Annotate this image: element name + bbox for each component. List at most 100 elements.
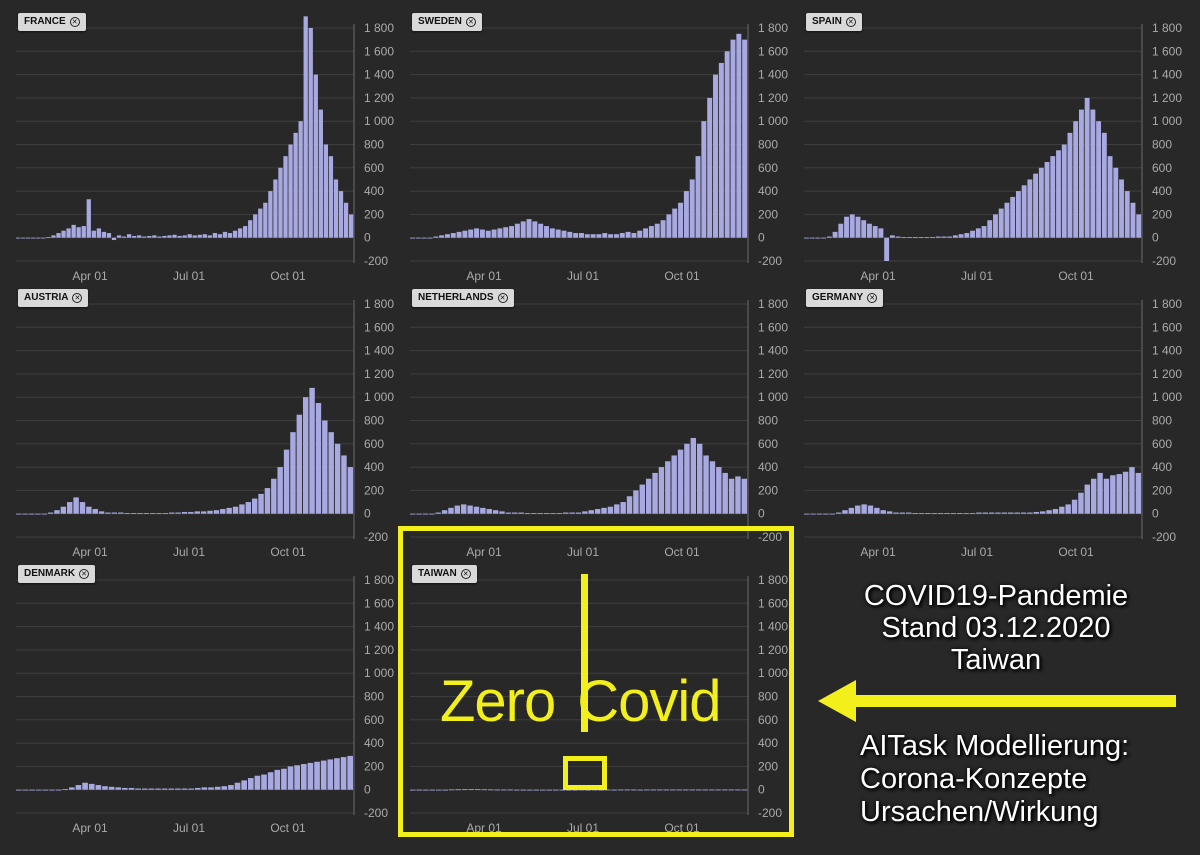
bar [855, 216, 861, 238]
close-icon[interactable]: ✕ [79, 569, 90, 579]
close-icon[interactable]: ✕ [497, 293, 508, 303]
bar [111, 237, 117, 241]
bar [208, 787, 214, 790]
bar [1021, 185, 1027, 238]
bar [648, 226, 654, 238]
bar [494, 789, 501, 791]
bar [620, 502, 626, 514]
bar [670, 789, 676, 791]
y-tick-label: 800 [364, 690, 384, 704]
bar [213, 510, 220, 514]
country-chip-france[interactable]: FRANCE ✕ [18, 13, 86, 31]
close-icon[interactable]: ✕ [845, 17, 856, 27]
bar [861, 504, 867, 514]
bar [505, 512, 512, 514]
y-tick-label: 1 200 [758, 367, 788, 381]
bar [444, 234, 450, 238]
bar [735, 476, 741, 514]
bar [51, 235, 56, 238]
y-tick-label: 0 [364, 507, 371, 521]
bar [410, 237, 415, 239]
country-chip-austria[interactable]: AUSTRIA ✕ [18, 289, 89, 307]
bar [91, 230, 96, 238]
y-tick-label: -200 [758, 530, 782, 544]
bar [975, 228, 981, 238]
bar [1078, 492, 1084, 514]
country-chip-taiwan[interactable]: TAIWAN ✕ [412, 565, 477, 583]
y-tick-label: 800 [364, 138, 384, 152]
country-chip-germany[interactable]: GERMANY ✕ [806, 289, 884, 307]
y-tick-label: 1 800 [364, 573, 394, 587]
bar [561, 230, 567, 238]
y-tick-label: 200 [364, 483, 384, 497]
caption-line-3: Taiwan [950, 644, 1042, 676]
bar [338, 191, 344, 238]
bar [162, 235, 167, 238]
country-chip-sweden[interactable]: SWEDEN ✕ [412, 13, 482, 31]
bar [474, 228, 480, 238]
close-icon[interactable]: ✕ [867, 293, 878, 303]
close-icon[interactable]: ✕ [460, 569, 471, 579]
bar [148, 788, 155, 790]
caption-line-2: Stand 03.12.2020 [881, 612, 1111, 644]
x-tick-label: Oct 01 [1058, 269, 1094, 283]
bar [343, 202, 349, 238]
bar [684, 443, 690, 514]
bar [253, 214, 258, 238]
bar [462, 789, 468, 791]
y-tick-label: -200 [758, 254, 782, 268]
bar [1135, 472, 1142, 514]
bar [468, 789, 475, 790]
close-icon[interactable]: ✕ [69, 17, 80, 27]
bar [334, 443, 341, 514]
y-tick-label: 200 [364, 207, 384, 221]
bar [1119, 179, 1124, 238]
bar [71, 224, 76, 238]
bar [689, 789, 696, 791]
bar [41, 513, 47, 515]
bar [92, 509, 98, 514]
bar [333, 179, 339, 238]
close-icon[interactable]: ✕ [72, 293, 83, 303]
bar [314, 761, 320, 790]
bar [475, 789, 481, 791]
country-chip-denmark[interactable]: DENMARK ✕ [18, 565, 96, 583]
bar [416, 513, 422, 515]
bar [290, 432, 296, 514]
bar [102, 786, 108, 790]
bar [1071, 499, 1078, 514]
x-tick-label: Oct 01 [664, 821, 700, 835]
bar [294, 765, 300, 790]
country-chip-netherlands[interactable]: NETHERLANDS ✕ [412, 289, 514, 307]
bar [633, 490, 639, 514]
bar [245, 502, 252, 514]
bar [116, 235, 122, 238]
bar [889, 235, 895, 238]
country-label: TAIWAN [418, 568, 457, 579]
bar [16, 237, 21, 239]
y-tick-label: 600 [1152, 437, 1172, 451]
x-tick-label: Oct 01 [270, 545, 306, 559]
close-icon[interactable]: ✕ [465, 17, 476, 27]
bar [893, 512, 899, 514]
bar [41, 237, 46, 239]
y-tick-label: 1 200 [364, 367, 394, 381]
y-tick-label: 200 [364, 759, 384, 773]
country-chip-spain[interactable]: SPAIN ✕ [806, 13, 862, 31]
y-tick-label: 600 [758, 161, 778, 175]
bar [86, 199, 91, 238]
y-tick-label: 1 400 [1152, 68, 1182, 82]
bar [626, 496, 633, 514]
y-tick-label: 1 000 [1152, 114, 1182, 128]
bar [1008, 512, 1014, 514]
bar [969, 513, 976, 514]
bar [585, 789, 592, 791]
bar [1044, 161, 1050, 238]
bar [108, 786, 115, 790]
bar [569, 512, 575, 514]
bar [202, 234, 207, 238]
bar [347, 755, 354, 790]
bar [672, 208, 678, 238]
bar [741, 478, 748, 514]
country-label: AUSTRIA [24, 292, 69, 303]
